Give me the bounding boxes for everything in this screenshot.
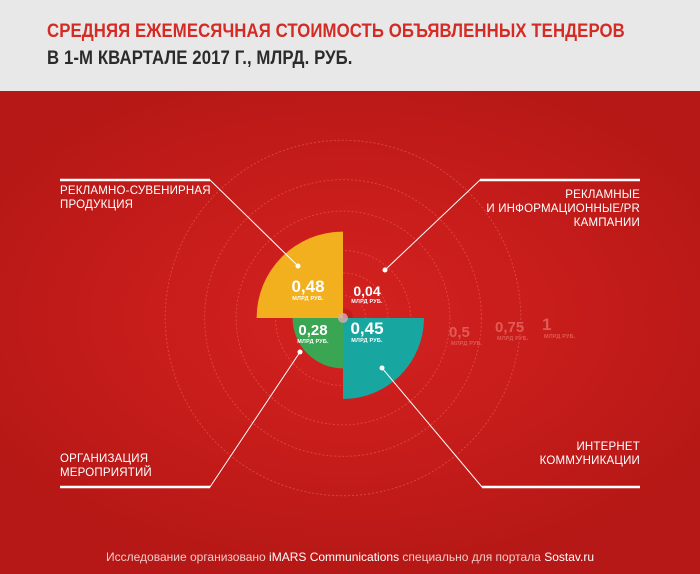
title-line-2: В 1-М КВАРТАЛЕ 2017 Г., МЛРД. РУБ. <box>47 47 353 69</box>
footer-text: специально для портала <box>399 550 545 564</box>
footer-credits: Исследование организовано iMARS Communic… <box>0 550 700 564</box>
scale-label-1: 1 МЛРД РУБ. <box>542 316 576 341</box>
value-number: 0,48 <box>291 277 325 296</box>
scale-unit: МЛРД РУБ. <box>544 334 576 340</box>
footer-brand: iMARS Communications <box>269 550 400 564</box>
value-unit: МЛРД РУБ. <box>351 338 383 344</box>
footer-text: Исследование организовано <box>106 550 270 564</box>
slice-bottom-right <box>343 318 424 399</box>
value-label-pr: 0,04 МЛРД РУБ. <box>344 284 390 306</box>
value-unit: МЛРД РУБ. <box>351 299 383 305</box>
scale-number: 0,75 <box>495 319 525 336</box>
category-line: РЕКЛАМНЫЕ <box>565 189 640 201</box>
value-unit: МЛРД РУБ. <box>297 339 329 345</box>
footer-site: Sostav.ru <box>544 550 594 564</box>
leader-events-dot <box>297 349 303 355</box>
value-number: 0,45 <box>350 319 384 338</box>
leader-pr-dot <box>382 267 388 273</box>
value-label-souvenir: 0,48 МЛРД РУБ. <box>280 278 336 303</box>
category-line: КОММУНИКАЦИИ <box>539 455 640 467</box>
value-number: 0,28 <box>298 322 328 339</box>
leader-lines <box>60 178 640 489</box>
value-label-events: 0,28 МЛРД РУБ. <box>290 323 336 346</box>
category-line: И ИНФОРМАЦИОННЫЕ/PR <box>486 203 640 215</box>
chart-slices <box>256 231 424 399</box>
leader-internet <box>381 367 640 488</box>
slice-bottom-left <box>292 318 343 369</box>
header-band: СРЕДНЯЯ ЕЖЕМЕСЯЧНАЯ СТОИМОСТЬ ОБЪЯВЛЕННЫ… <box>0 0 700 91</box>
category-line: КАМПАНИИ <box>573 217 640 229</box>
category-line: МЕРОПРИЯТИЙ <box>60 467 152 479</box>
scale-number: 1 <box>542 315 552 334</box>
category-line: ИНТЕРНЕТ <box>576 441 640 453</box>
value-unit: МЛРД РУБ. <box>292 296 324 302</box>
scale-ring <box>235 210 451 426</box>
category-line: ОРГАНИЗАЦИЯ <box>60 453 149 465</box>
scale-ring <box>164 139 522 497</box>
scale-ring <box>204 179 482 457</box>
scale-label-0-5: 0,5 МЛРД РУБ. <box>449 325 483 348</box>
category-line: РЕКЛАМНО-СУВЕНИРНАЯ <box>60 185 211 197</box>
scale-unit: МЛРД РУБ. <box>497 336 529 342</box>
category-label-internet: ИНТЕРНЕТ КОММУНИКАЦИИ <box>540 440 640 468</box>
category-label-events: ОРГАНИЗАЦИЯ МЕРОПРИЯТИЙ <box>60 452 152 480</box>
scale-label-0-75: 0,75 МЛРД РУБ. <box>495 320 529 343</box>
category-label-souvenir: РЕКЛАМНО-СУВЕНИРНАЯ ПРОДУКЦИЯ <box>60 184 211 212</box>
scale-number: 0,5 <box>449 324 470 341</box>
scale-unit: МЛРД РУБ. <box>451 341 483 347</box>
value-label-internet: 0,45 МЛРД РУБ. <box>340 320 394 345</box>
category-line: ПРОДУКЦИЯ <box>60 199 134 211</box>
value-number: 0,04 <box>353 283 381 299</box>
chart-title: СРЕДНЯЯ ЕЖЕМЕСЯЧНАЯ СТОИМОСТЬ ОБЪЯВЛЕННЫ… <box>47 18 625 72</box>
chart-hub <box>338 313 348 323</box>
slice-top-left <box>256 231 343 318</box>
leader-souvenir-dot <box>295 263 301 269</box>
category-label-pr: РЕКЛАМНЫЕ И ИНФОРМАЦИОННЫЕ/PR КАМПАНИИ <box>486 188 640 230</box>
title-line-1: СРЕДНЯЯ ЕЖЕМЕСЯЧНАЯ СТОИМОСТЬ ОБЪЯВЛЕННЫ… <box>47 20 625 42</box>
leader-internet-dot <box>379 365 385 371</box>
